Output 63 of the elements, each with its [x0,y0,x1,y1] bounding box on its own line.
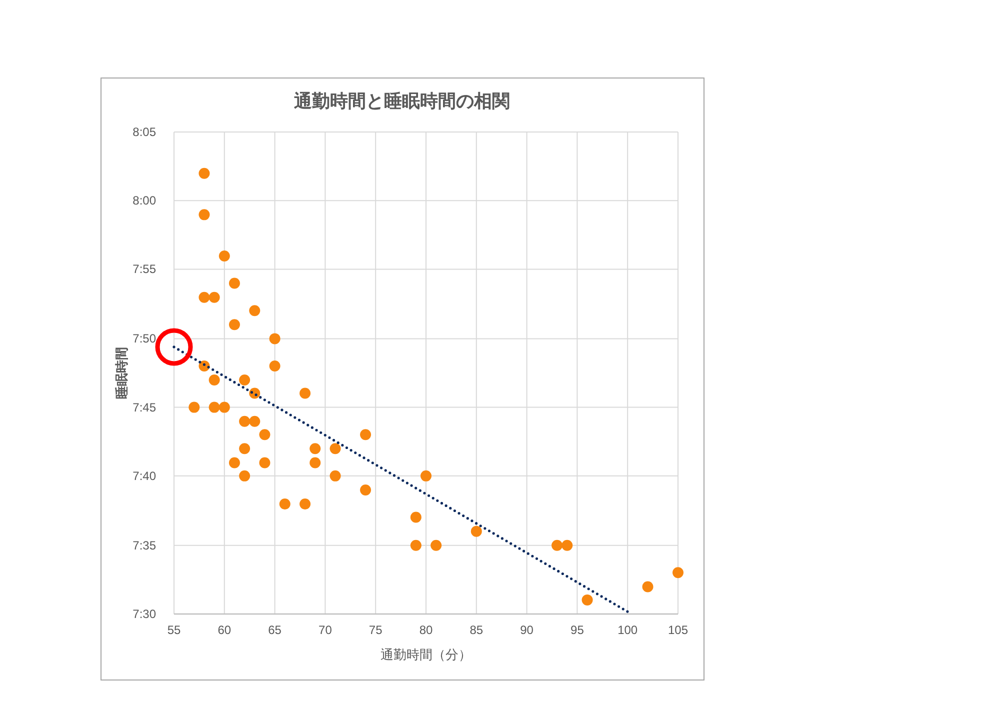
point [249,416,260,427]
y-tick-label: 7:45 [132,400,156,414]
x-tick-label: 100 [618,623,638,637]
point [239,470,250,482]
point [198,292,210,303]
point [672,567,684,578]
point [360,484,372,496]
point [198,168,210,179]
point [562,540,573,551]
point [218,250,230,262]
point [470,526,482,537]
point [552,540,563,551]
point [430,540,442,551]
point [249,305,260,316]
point [360,429,372,440]
x-axis-title: 通勤時間（分） [380,647,472,662]
y-axis-title: 睡眠時間 [114,347,129,399]
point [198,209,210,220]
x-tick-label: 70 [318,623,332,637]
x-tick-label: 65 [268,623,282,637]
y-tick-label: 8:00 [132,194,156,208]
point [259,429,270,440]
point [300,498,311,510]
x-tick-label: 60 [218,623,232,637]
point [582,594,593,606]
y-tick-label: 8:05 [132,125,156,139]
x-tick-label: 80 [419,623,433,637]
point [228,278,240,289]
point [188,402,200,413]
y-tick-label: 7:55 [132,262,156,276]
point [420,470,432,482]
point [208,292,220,303]
point [239,416,250,427]
point [300,388,311,399]
y-tick-label: 7:35 [132,538,156,552]
point [239,374,250,386]
x-tick-label: 95 [570,623,584,637]
x-tick-label: 105 [668,623,688,637]
point [642,581,654,592]
point [279,498,290,510]
y-tick-label: 7:50 [132,332,156,346]
point [239,443,250,454]
point [269,333,280,344]
x-tick-label: 55 [167,623,181,637]
point [410,540,422,551]
x-tick-label: 85 [470,623,484,637]
y-tick-label: 7:30 [132,607,156,621]
chart-title: 通勤時間と睡眠時間の相関 [293,91,510,111]
point [208,402,220,413]
x-tick-label: 90 [520,623,534,637]
point [330,470,341,482]
point [330,443,341,454]
point [310,443,321,454]
point [228,457,240,468]
point [310,457,321,468]
point [228,319,240,330]
point [208,374,220,386]
x-tick-label: 75 [368,623,383,637]
point [269,360,280,372]
y-tick-label: 7:40 [132,468,156,483]
point [259,457,270,468]
point [218,402,230,413]
point [410,512,422,523]
